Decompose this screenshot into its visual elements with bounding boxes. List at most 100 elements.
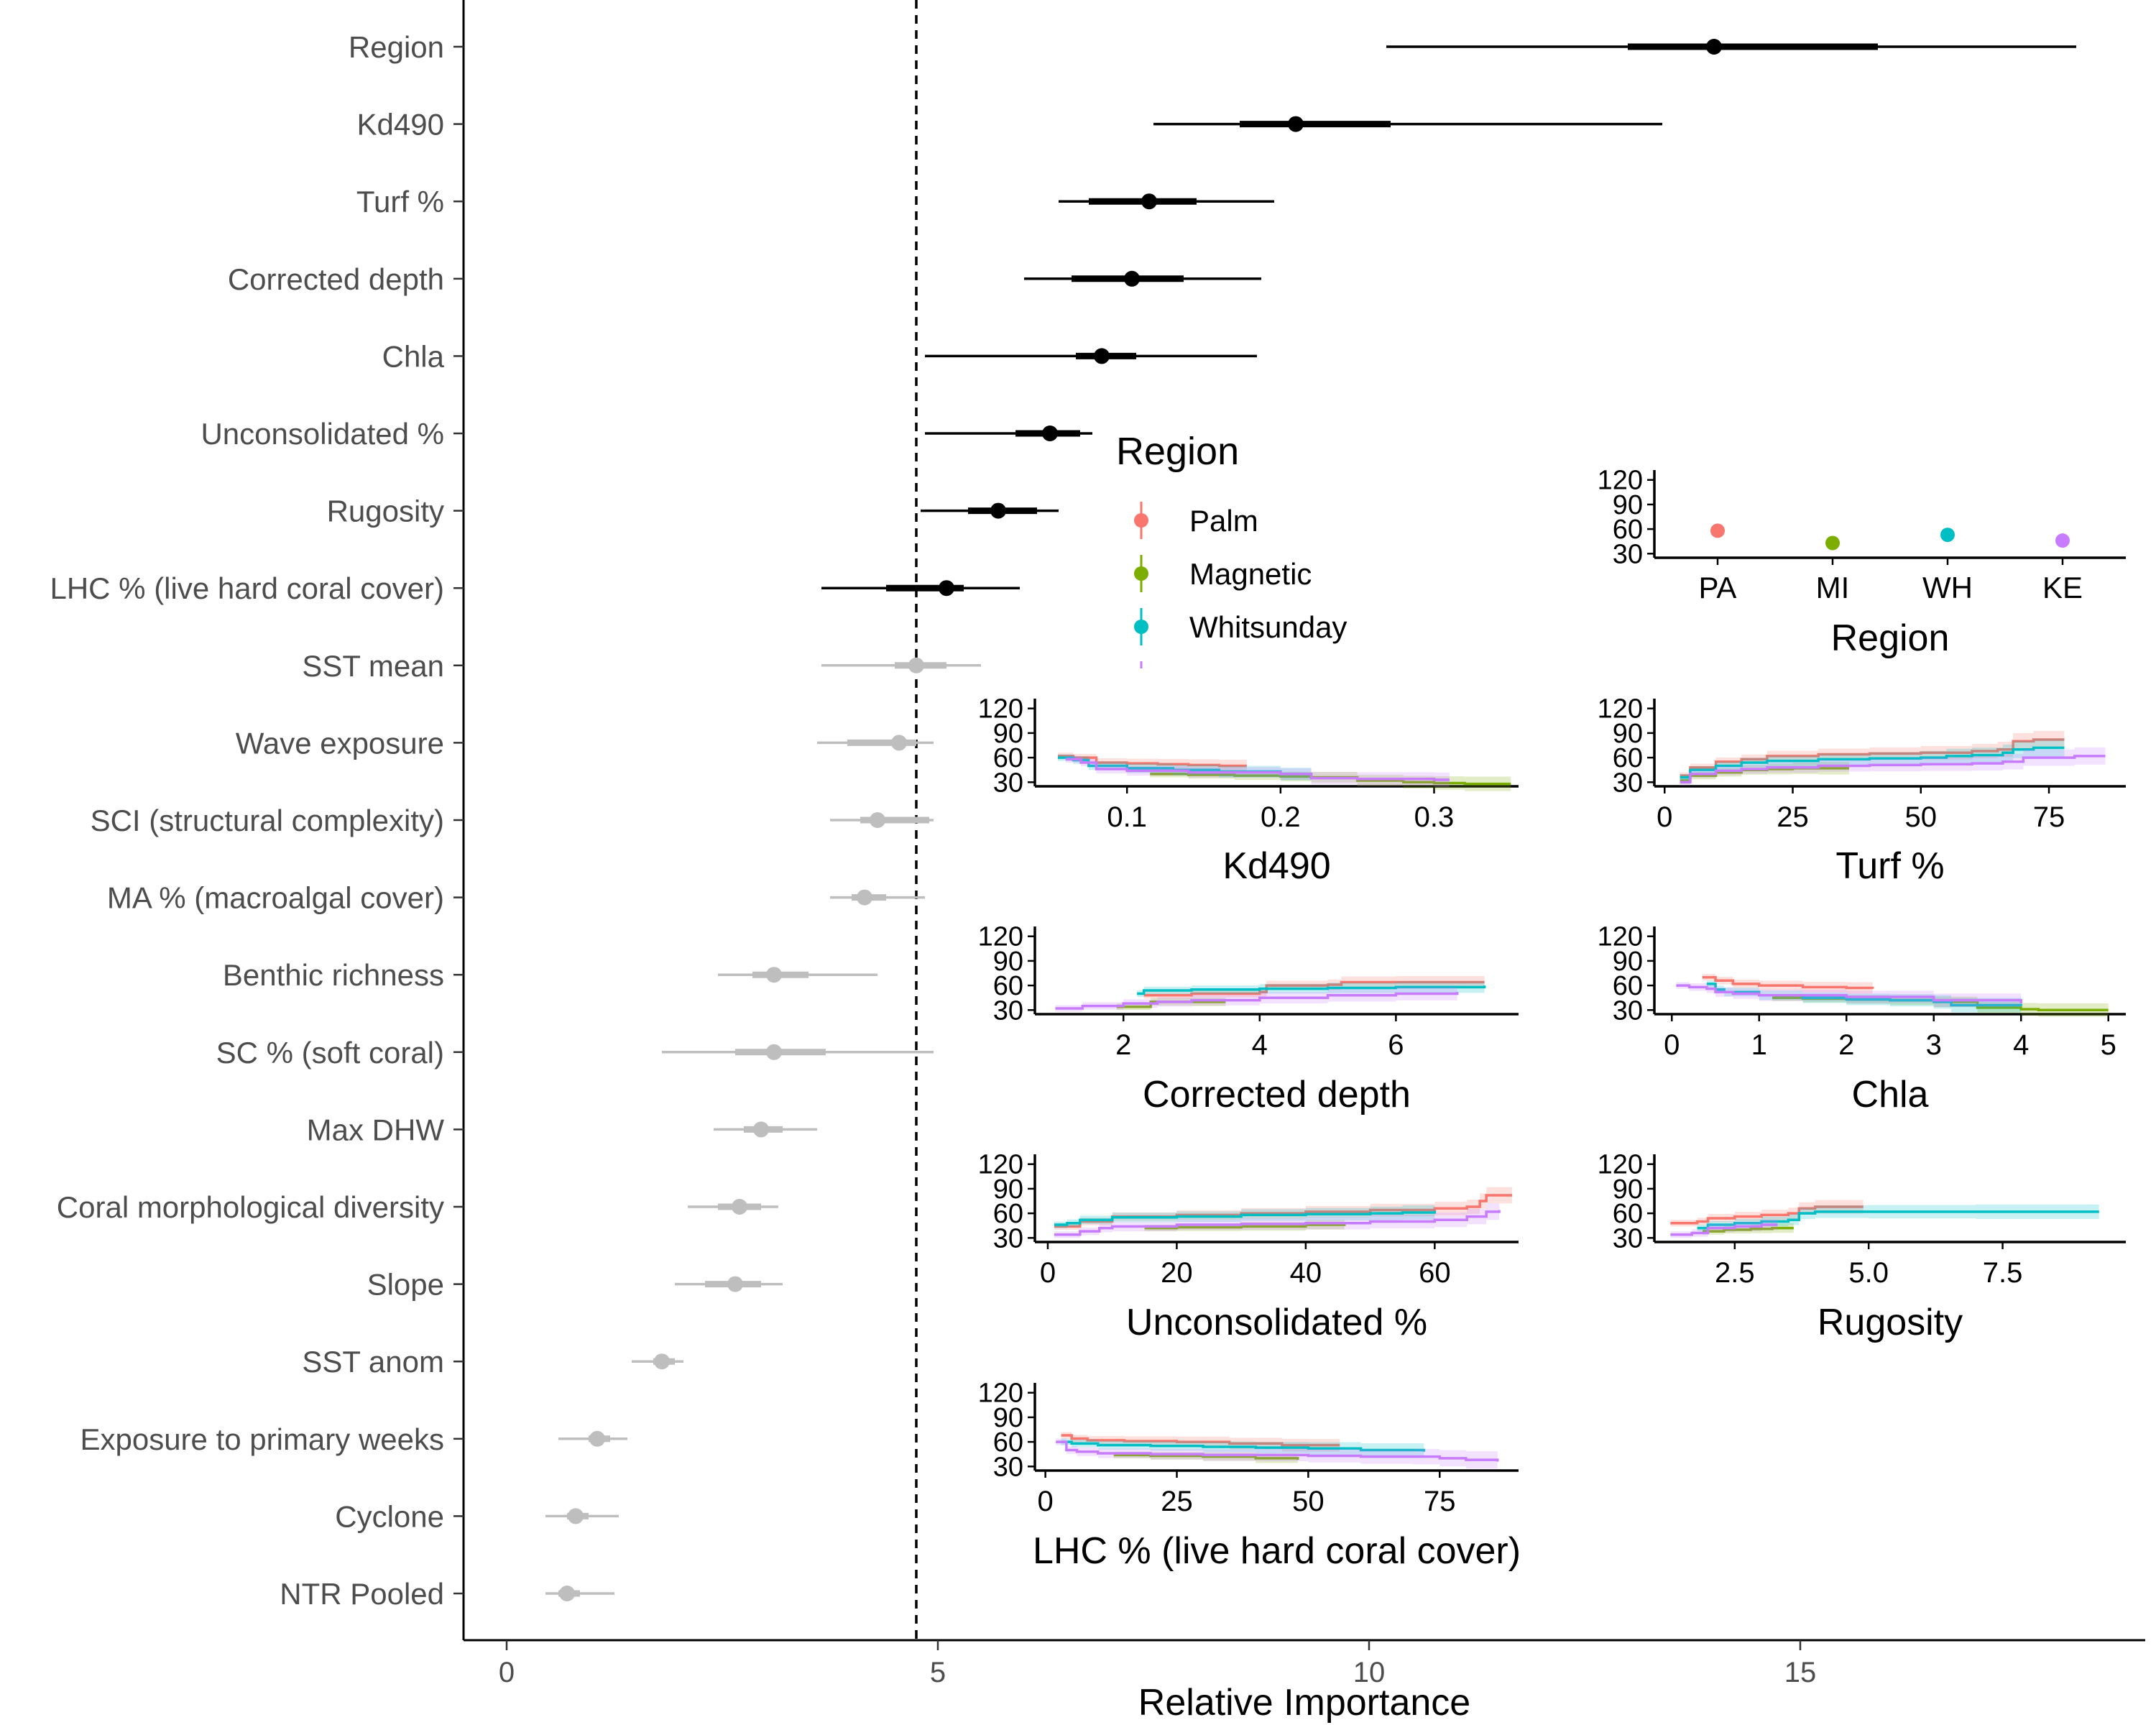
importance-point	[766, 967, 782, 983]
inset-background	[1574, 668, 2135, 891]
inset-y-tick-label: 60	[993, 1427, 1023, 1458]
inset-y-tick-label: 90	[1613, 719, 1643, 749]
importance-point	[1288, 116, 1304, 132]
inset-x-tick-label: 40	[1290, 1257, 1322, 1289]
inset-background	[954, 1124, 1528, 1348]
inset-background	[954, 896, 1528, 1120]
inset-x-tick-label: 3	[1926, 1029, 1942, 1061]
inset-series-line	[1144, 1223, 1346, 1230]
inset-x-tick-label: KE	[2042, 571, 2083, 604]
y-tick-label: Unconsolidated %	[201, 417, 444, 451]
importance-point	[654, 1353, 670, 1370]
x-tick-label: 15	[1784, 1657, 1817, 1688]
importance-point	[908, 657, 924, 673]
inset-region-point	[1825, 535, 1840, 551]
inset-x-tick-label: 25	[1161, 1486, 1193, 1517]
inset-y-tick-label: 60	[1613, 515, 1643, 545]
inset-x-tick-label: 0.2	[1261, 801, 1301, 833]
importance-point	[1706, 39, 1722, 55]
inset-x-tick-label: 4	[1252, 1029, 1268, 1061]
y-tick-label: Max DHW	[307, 1113, 445, 1146]
inset-x-tick-label: 50	[1905, 801, 1938, 833]
inset-confidence-band	[1054, 1201, 1500, 1238]
legend-label: Whitsunday	[1189, 610, 1347, 644]
inset-y-tick-label: 30	[1613, 1223, 1643, 1254]
inset-y-tick-label: 120	[1598, 1150, 1643, 1180]
inset-x-tick-label: 1	[1751, 1029, 1767, 1061]
y-tick-label: Kd490	[357, 108, 444, 142]
inset-region-point	[1940, 528, 1955, 543]
inset-x-tick-label: WH	[1922, 571, 1973, 604]
inset-x-tick-label: 0	[1040, 1257, 1056, 1289]
importance-point	[559, 1586, 575, 1601]
inset-x-tick-label: 0.1	[1107, 801, 1147, 833]
inset-y-tick-label: 120	[978, 922, 1023, 952]
inset-series-line	[1056, 1440, 1499, 1462]
inset-y-tick-label: 60	[993, 743, 1023, 773]
inset-series-line	[1058, 755, 1247, 768]
inset-x-tick-label: 75	[2033, 801, 2065, 833]
y-tick-label: Slope	[367, 1268, 444, 1302]
x-axis-title: Relative Importance	[1138, 1682, 1470, 1724]
inset-y-tick-label: 30	[993, 1223, 1023, 1254]
inset-series-line	[1065, 758, 1450, 781]
inset-x-title: LHC % (live hard coral cover)	[1033, 1530, 1521, 1572]
inset-series-line	[1054, 1210, 1501, 1236]
importance-point	[939, 580, 954, 597]
inset-y-tick-label: 30	[993, 768, 1023, 798]
inset-y-tick-label: 120	[978, 1379, 1023, 1409]
y-tick-label: Wave exposure	[236, 726, 444, 760]
inset-region-point	[1710, 523, 1725, 538]
inset-y-tick-label: 90	[1613, 1174, 1643, 1205]
legend-label: Magnetic	[1189, 557, 1312, 591]
inset-y-tick-label: 90	[1613, 490, 1643, 520]
y-tick-label: MA % (macroalgal cover)	[107, 881, 444, 915]
y-tick-label: SCI (structural complexity)	[91, 804, 444, 837]
importance-point	[870, 812, 885, 828]
inset-x-tick-label: MI	[1816, 571, 1850, 604]
inset-y-tick-label: 120	[978, 1150, 1023, 1180]
inset-y-tick-label: 120	[1598, 922, 1643, 952]
inset-x-tick-label: 0	[1664, 1029, 1680, 1061]
legend-items: PalmMagneticWhitsundayKeppel	[1134, 502, 1347, 676]
inset-y-tick-label: 60	[993, 1199, 1023, 1229]
inset-y-tick-label: 120	[1598, 466, 1643, 496]
legend-title: Region	[1116, 430, 1239, 473]
importance-point	[857, 889, 872, 906]
importance-point	[1141, 193, 1157, 210]
inset-series-line	[1061, 1434, 1340, 1447]
inset-series-line	[1055, 992, 1459, 1010]
inset-x-tick-label: 20	[1161, 1257, 1193, 1289]
inset-x-tick-label: 7.5	[1983, 1257, 2023, 1289]
inset-y-tick-label: 120	[1598, 694, 1643, 724]
inset-series-line	[1143, 980, 1485, 997]
inset-y-tick-label: 90	[993, 719, 1023, 749]
inset-x-tick-label: 0	[1038, 1486, 1054, 1517]
legend-label: Palm	[1189, 504, 1258, 538]
inset-series-line	[1061, 1440, 1426, 1452]
inset-x-tick-label: 75	[1424, 1486, 1456, 1517]
inset-x-tick-label: 5.0	[1848, 1257, 1889, 1289]
importance-point	[891, 735, 907, 751]
inset-x-title: Chla	[1852, 1074, 1929, 1116]
inset-y-tick-label: 30	[1613, 995, 1643, 1026]
inset-x-tick-label: 0.3	[1414, 801, 1455, 833]
inset-series-line	[1680, 746, 2065, 779]
x-tick-label: 0	[499, 1657, 515, 1688]
y-tick-label: Benthic richness	[223, 958, 444, 992]
inset-series-line	[1697, 1210, 2099, 1230]
inset-confidence-band	[1061, 1438, 1424, 1459]
legend-key-point	[1134, 513, 1148, 528]
y-tick-label: NTR Pooled	[280, 1577, 444, 1611]
x-tick-label: 5	[930, 1657, 946, 1688]
inset-series-line	[1116, 1000, 1226, 1008]
inset-y-tick-label: 60	[1613, 971, 1643, 1001]
inset-y-tick-label: 30	[1613, 768, 1643, 798]
